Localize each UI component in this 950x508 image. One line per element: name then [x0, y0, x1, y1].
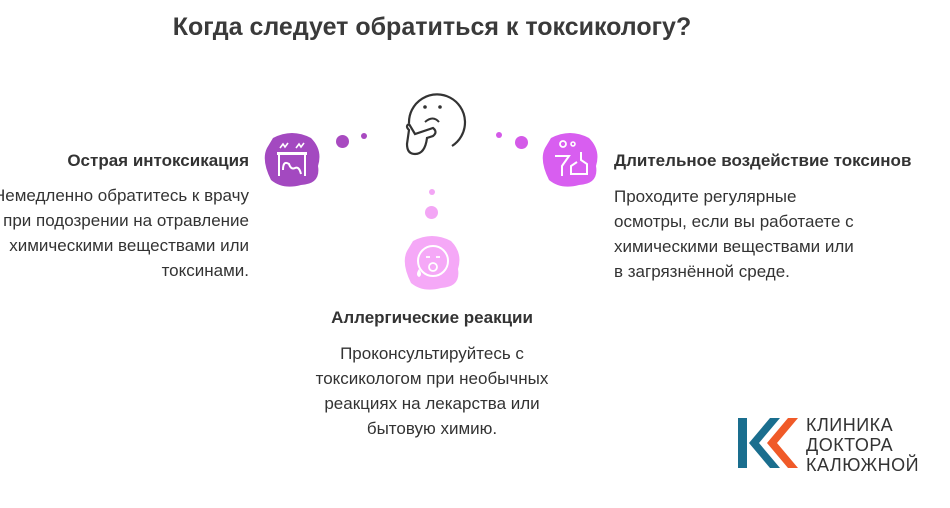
connector-dot	[361, 133, 367, 139]
item-text: Проконсультируйтесь с токсикологом при н…	[315, 344, 549, 438]
logo-line: ДОКТОРА	[806, 435, 894, 455]
item-text: Проходите регулярные осмотры, если вы ра…	[614, 187, 854, 281]
connector-dot	[496, 132, 502, 138]
page-title: Когда следует обратиться к токсикологу?	[172, 13, 692, 41]
item-heading: Длительное воздействие токсинов	[614, 151, 912, 170]
item-heading: Аллергические реакции	[331, 308, 533, 327]
clinic-logo-text: КЛИНИКА ДОКТОРА КАЛЮЖНОЙ	[806, 415, 919, 475]
logo-line: КАЛЮЖНОЙ	[806, 455, 920, 475]
clinic-logo-icon	[738, 418, 798, 468]
allergic-face-icon	[404, 236, 460, 290]
item-heading: Острая интоксикация	[67, 151, 249, 170]
connector-dot	[425, 206, 438, 219]
poisoned-person-icon	[264, 133, 320, 187]
connector-dot	[429, 189, 435, 195]
connector-dot	[336, 135, 349, 148]
factory-chemicals-icon	[542, 133, 598, 187]
logo-line: КЛИНИКА	[806, 415, 894, 435]
thinking-face-icon	[405, 93, 467, 156]
item-text: Немедленно обратитесь к врачу при подозр…	[0, 186, 249, 280]
connector-dot	[515, 136, 528, 149]
